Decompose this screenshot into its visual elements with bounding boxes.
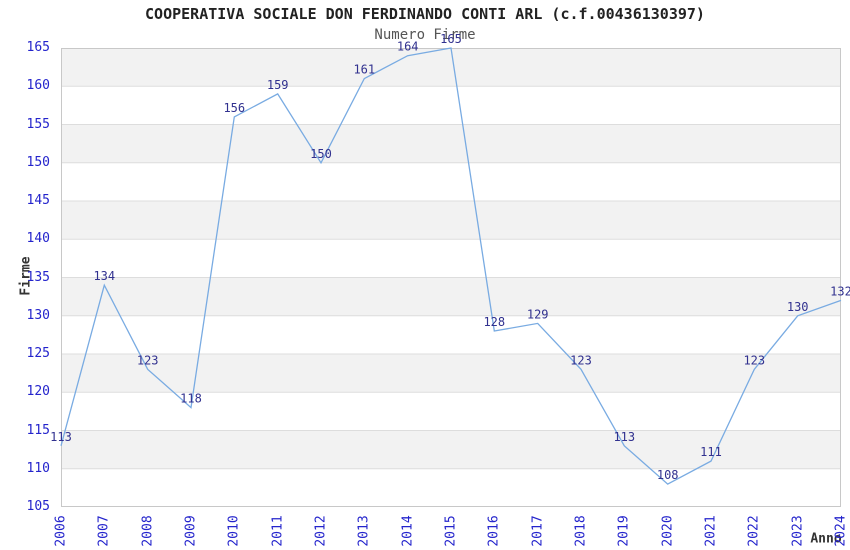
x-tick-label: 2010 <box>226 515 242 547</box>
y-tick-label: 145 <box>26 193 50 208</box>
background-band <box>61 48 841 87</box>
data-point-label: 161 <box>353 63 375 77</box>
x-tick-label: 2012 <box>313 515 329 547</box>
background-band <box>61 430 841 469</box>
x-tick-label: 2017 <box>530 515 546 547</box>
chart-title: COOPERATIVA SOCIALE DON FERDINANDO CONTI… <box>145 5 705 23</box>
data-point-label: 113 <box>613 430 635 444</box>
background-band <box>61 277 841 316</box>
data-point-label: 130 <box>787 300 809 314</box>
y-tick-label: 105 <box>26 499 50 514</box>
x-tick-label: 2018 <box>573 515 589 547</box>
y-tick-label: 110 <box>26 460 50 476</box>
data-point-label: 156 <box>223 101 245 115</box>
x-tick-label: 2015 <box>443 515 459 547</box>
data-line <box>60 47 842 485</box>
data-point-label: 123 <box>137 353 159 367</box>
y-tick-label: 155 <box>26 116 50 132</box>
plot-area: 113 134 123 118 156 159 150 161 164 165 128 129 123 1… <box>50 32 850 507</box>
data-point-label: 134 <box>93 269 115 283</box>
x-tick-label: 2007 <box>96 515 112 547</box>
y-tick-label: 135 <box>26 269 50 285</box>
y-tick-label: 120 <box>26 384 50 400</box>
x-tick-label: 2023 <box>790 515 806 547</box>
y-tick-label: 150 <box>26 154 50 170</box>
x-tick-label: 2020 <box>660 515 676 547</box>
y-tick-label: 115 <box>26 422 50 438</box>
x-tick-label: 2008 <box>140 515 156 547</box>
y-tick-label: 130 <box>26 307 50 323</box>
x-tick-label: 2013 <box>356 515 372 547</box>
background-band <box>61 201 841 240</box>
x-tick-label: 2011 <box>270 515 286 547</box>
x-tick-label: 2024 <box>833 515 849 547</box>
data-point-label: 159 <box>267 78 289 92</box>
x-tick-label: 2006 <box>53 515 69 547</box>
plot-canvas: 113 134 123 118 156 159 150 161 164 165 128 129 123 1… <box>50 32 850 507</box>
y-tick-label: 165 <box>26 40 50 55</box>
y-tick-label: 160 <box>26 78 50 94</box>
data-point-label: 113 <box>50 430 72 444</box>
data-point-label: 123 <box>743 353 765 367</box>
x-tick-label: 2019 <box>616 515 632 547</box>
x-axis-title: Anno <box>810 531 842 547</box>
x-tick-label: 2022 <box>746 515 762 547</box>
y-tick-label: 125 <box>26 346 50 361</box>
data-point-label: 118 <box>180 392 202 406</box>
data-point-label: 111 <box>700 445 722 459</box>
background-band <box>61 124 841 163</box>
x-tick-label: 2009 <box>183 515 199 547</box>
x-tick-label: 2016 <box>486 515 502 547</box>
chart-subtitle: Numero Firme <box>374 27 476 43</box>
y-tick-label: 140 <box>26 231 50 247</box>
data-point-label: 165 <box>440 32 462 46</box>
background-band <box>61 354 841 393</box>
x-tick-label: 2014 <box>400 515 416 547</box>
data-point-label: 129 <box>527 307 549 321</box>
data-point-label: 123 <box>570 353 592 367</box>
data-point-label: 108 <box>657 468 679 482</box>
x-tick-label: 2021 <box>703 515 719 547</box>
data-point-label: 132 <box>830 284 850 298</box>
data-point-label: 128 <box>483 315 505 329</box>
data-point-label: 150 <box>310 147 332 161</box>
data-point-label: 164 <box>397 40 419 54</box>
